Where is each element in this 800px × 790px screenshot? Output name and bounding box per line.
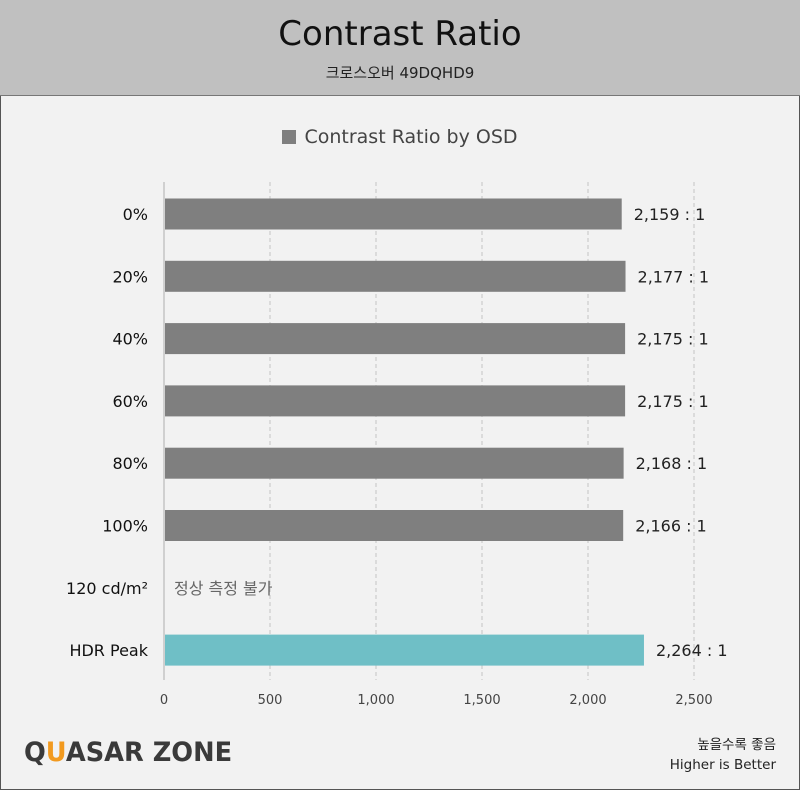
category-label: 60% [112,392,148,411]
note-korean: 높을수록 좋음 [697,737,776,753]
category-label: 20% [112,267,148,286]
category-label: HDR Peak [69,641,148,660]
chart-subtitle: 크로스오버 49DQHD9 [325,64,475,82]
legend-swatch [282,130,297,144]
chart-header: Contrast Ratio 크로스오버 49DQHD9 [0,0,800,96]
data-label: 2,166 : 1 [635,517,707,536]
bar [165,385,626,417]
x-tick-label: 2,500 [675,693,712,708]
category-label: 80% [112,454,148,473]
bar [165,198,622,230]
x-tick-label: 0 [160,693,168,708]
data-label: 2,264 : 1 [656,641,728,660]
x-tick-label: 2,000 [569,693,606,708]
legend-label: Contrast Ratio by OSD [304,126,518,148]
data-label: 2,175 : 1 [637,392,709,411]
data-label: 2,159 : 1 [634,205,706,224]
data-label: 2,177 : 1 [638,267,710,286]
data-label: 2,168 : 1 [636,454,708,473]
legend: Contrast Ratio by OSD [0,126,800,148]
quasarzone-logo: QUASAR ZONE [24,737,233,768]
note-english: Higher is Better [669,757,776,773]
not-measurable-label: 정상 측정 불가 [174,579,273,598]
data-label: 2,175 : 1 [637,330,709,349]
category-label: 40% [112,330,148,349]
bar [165,260,626,292]
x-tick-label: 1,500 [463,693,500,708]
chart-title: Contrast Ratio [278,14,522,54]
bar [165,634,644,666]
higher-is-better-note: 높을수록 좋음 Higher is Better [670,735,776,775]
bar [165,323,626,355]
x-tick-label: 500 [258,693,283,708]
bar [165,447,624,479]
category-label: 100% [102,517,148,536]
bar [165,510,624,541]
category-label: 120 cd/m² [66,579,148,598]
x-tick-label: 1,000 [357,693,394,708]
category-label: 0% [123,205,148,224]
